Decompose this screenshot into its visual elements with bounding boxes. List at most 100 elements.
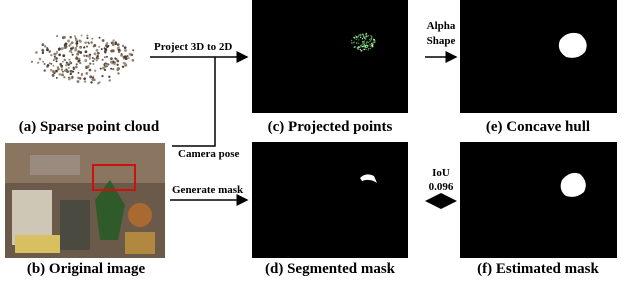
point <box>93 79 96 82</box>
point <box>72 71 74 73</box>
point <box>61 69 63 71</box>
point <box>364 40 365 41</box>
point <box>72 54 74 56</box>
point <box>58 48 61 51</box>
point <box>369 41 370 42</box>
point <box>68 77 71 80</box>
point <box>106 46 108 48</box>
point <box>371 36 372 37</box>
point <box>373 40 374 41</box>
point <box>62 54 65 57</box>
point <box>79 40 82 43</box>
point <box>132 49 134 51</box>
point <box>54 56 56 58</box>
point <box>31 61 33 63</box>
point <box>87 65 89 67</box>
point <box>49 62 51 64</box>
point <box>353 41 354 42</box>
point <box>53 72 55 74</box>
point <box>361 45 362 46</box>
point <box>106 56 108 58</box>
point <box>370 46 371 47</box>
point <box>59 73 62 76</box>
point <box>88 55 90 57</box>
point <box>105 63 108 66</box>
caption: (e) Concave hull <box>486 119 590 135</box>
point <box>62 71 64 73</box>
point <box>76 63 78 65</box>
caption: (c) Projected points <box>268 119 393 135</box>
connector <box>172 57 215 146</box>
point <box>63 36 66 39</box>
point <box>373 39 374 40</box>
point <box>102 39 105 42</box>
point <box>35 51 38 54</box>
point <box>57 68 60 71</box>
point <box>94 70 96 72</box>
point <box>49 51 51 53</box>
point <box>89 58 91 60</box>
point <box>124 55 127 58</box>
point <box>78 59 81 62</box>
arrow-label: Project 3D to 2D <box>154 41 232 53</box>
point <box>79 47 81 49</box>
point <box>102 59 104 61</box>
point <box>92 57 94 59</box>
point <box>85 66 88 69</box>
point <box>361 50 362 51</box>
point <box>90 81 92 83</box>
arrow-label: IoU <box>432 167 450 179</box>
point <box>92 76 94 78</box>
point <box>364 46 365 47</box>
arrow-label: Alpha <box>427 20 456 32</box>
point <box>101 48 103 50</box>
point <box>366 45 367 46</box>
original-image <box>5 143 165 258</box>
point <box>50 69 53 72</box>
point <box>84 41 87 44</box>
point <box>70 50 72 52</box>
point <box>109 79 111 81</box>
point <box>79 51 82 54</box>
point <box>98 57 100 59</box>
point <box>358 43 359 44</box>
point <box>74 49 77 52</box>
point <box>64 43 67 46</box>
point <box>91 38 93 40</box>
point <box>44 63 46 65</box>
point <box>69 36 71 38</box>
point <box>47 64 50 67</box>
point <box>85 50 88 53</box>
point <box>68 59 70 61</box>
point <box>366 34 367 35</box>
point <box>73 67 76 70</box>
point <box>87 42 89 44</box>
point <box>93 44 96 47</box>
point <box>71 76 73 78</box>
point <box>122 45 124 47</box>
point <box>121 53 123 55</box>
projected-panel <box>252 0 408 113</box>
point <box>117 72 119 74</box>
point <box>75 42 78 45</box>
point <box>100 68 102 70</box>
point <box>56 60 58 62</box>
point <box>108 76 110 78</box>
point <box>53 65 55 67</box>
point <box>86 35 88 37</box>
point <box>56 35 58 37</box>
point <box>79 58 81 60</box>
point <box>360 49 361 50</box>
point <box>94 58 96 60</box>
point <box>110 61 113 64</box>
point <box>50 54 52 56</box>
point <box>128 57 130 59</box>
point <box>96 59 98 61</box>
point <box>58 53 60 55</box>
point <box>358 39 359 40</box>
point <box>362 42 363 43</box>
point <box>365 49 366 50</box>
point <box>89 75 92 78</box>
point <box>99 37 101 39</box>
point <box>46 48 49 51</box>
